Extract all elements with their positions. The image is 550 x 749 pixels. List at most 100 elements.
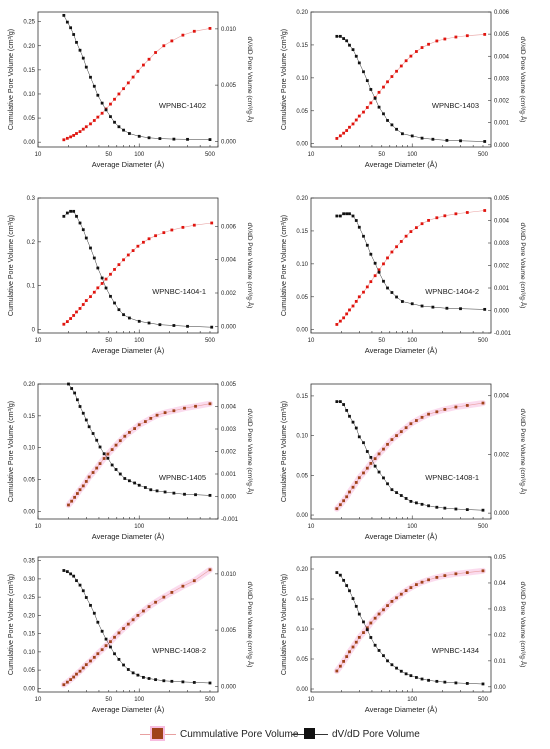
series-line-cumulative [336,570,484,672]
point-cumulative [147,57,151,61]
y2-tick-label: 0.005 [221,628,237,634]
point-dvdd [81,228,85,232]
point-dvdd [373,464,377,468]
y2-tick-label: 0.04 [494,581,506,587]
x-axis-label: Average Diameter (Å) [365,532,438,541]
point-dvdd [390,123,394,127]
chart-panel-5: 10 100 Average Diameter (Å) 0.00 0.05 0.10 0.1… [8,382,255,541]
point-dvdd [128,132,131,135]
y2-tick-label: 0.004 [494,54,510,60]
chart-panel-8: 10 100 500 Average Diameter (Å) 0.00 0.05 0.10… [281,555,528,714]
point-dvdd [373,643,377,647]
y-tick-label: 0.15 [296,229,308,235]
point-dvdd [415,676,418,679]
y2-tick-label: 0.05 [494,555,506,561]
point-cumulative [208,568,212,572]
point-cumulative [78,307,82,310]
point-dvdd [348,589,351,593]
y2-tick-label: 0.000 [221,324,237,330]
sample-label: WPNBC-1405 [159,473,206,482]
point-cumulative [345,129,349,132]
point-dvdd [362,70,365,74]
point-cumulative [154,600,157,604]
y2-tick-label: 0.006 [494,10,510,16]
y-axis-label: Cumulative Pore Volume (cm³/g) [8,574,15,675]
point-dvdd [345,39,349,43]
y-tick-label: 0.05 [296,473,308,479]
point-cumulative [122,87,125,91]
point-cumulative [362,631,365,634]
y2-tick-label: 0.002 [221,291,237,297]
y2-tick-label: 0.003 [494,241,510,247]
y2-tick-label: 0.000 [221,495,237,501]
sample-label: WPNBC-1403 [432,101,479,110]
point-dvdd [91,432,95,435]
plot-frame [37,11,219,148]
point-dvdd [155,489,159,493]
point-dvdd [465,682,469,685]
point-cumulative [443,574,447,577]
point-cumulative [483,32,487,36]
point-dvdd [409,674,413,678]
point-dvdd [95,438,99,442]
point-dvdd [386,119,389,122]
point-cumulative [162,44,166,48]
point-cumulative [126,81,130,85]
point-dvdd [377,105,381,109]
y2-axis-label: dV/dD Pore Volume (cm³/g·Å) [246,409,255,495]
point-cumulative [170,39,174,43]
point-dvdd [154,678,157,682]
point-dvdd [62,13,66,17]
point-cumulative [67,503,70,507]
point-cumulative [351,304,355,308]
point-dvdd [481,682,485,686]
point-cumulative [404,426,408,430]
point-dvdd [62,214,66,218]
point-dvdd [100,276,104,280]
point-dvdd [435,679,439,683]
point-cumulative [75,672,78,676]
point-cumulative [420,415,424,419]
point-cumulative [386,442,389,446]
y-tick-label: 0.05 [23,478,35,484]
point-cumulative [192,29,196,33]
x-tick-label: 500 [205,152,216,158]
point-cumulative [481,569,485,573]
point-dvdd [373,96,377,100]
point-dvdd [338,214,342,218]
chart-panel-2: 10 50 100 500 Average Diameter (Å) 0.00 0.05 0.… [281,10,528,169]
point-dvdd [137,319,141,323]
y2-tick-label: 0.006 [221,224,237,230]
point-dvdd [131,671,135,675]
point-cumulative [128,430,131,434]
y2-tick-label: 0.002 [221,450,237,456]
point-cumulative [348,490,351,494]
point-dvdd [81,411,85,415]
point-dvdd [465,508,469,512]
point-cumulative [109,640,112,644]
point-cumulative [100,111,104,115]
y2-tick-label: 0.005 [494,196,510,202]
point-dvdd [390,488,394,492]
y2-tick-label: -0.001 [494,331,512,337]
point-dvdd [354,604,358,608]
point-dvdd [122,313,125,317]
point-cumulative [104,277,108,281]
point-dvdd [70,387,74,390]
point-cumulative [404,59,408,63]
point-dvdd [126,668,130,671]
point-cumulative [126,253,130,257]
point-cumulative [154,234,157,238]
point-dvdd [67,382,70,386]
point-dvdd [69,209,73,213]
point-cumulative [142,609,145,613]
point-cumulative [435,576,439,579]
point-cumulative [390,600,394,603]
point-cumulative [136,244,140,248]
point-cumulative [348,125,351,129]
chart-panel-4: 10 50 100 500 Average Diameter (Å) 0.00 0.05 0.… [281,196,528,355]
sample-label: WPNBC-1402 [159,101,206,110]
y-tick-label: 0.3 [27,196,36,202]
point-cumulative [443,37,447,41]
point-dvdd [89,603,92,607]
